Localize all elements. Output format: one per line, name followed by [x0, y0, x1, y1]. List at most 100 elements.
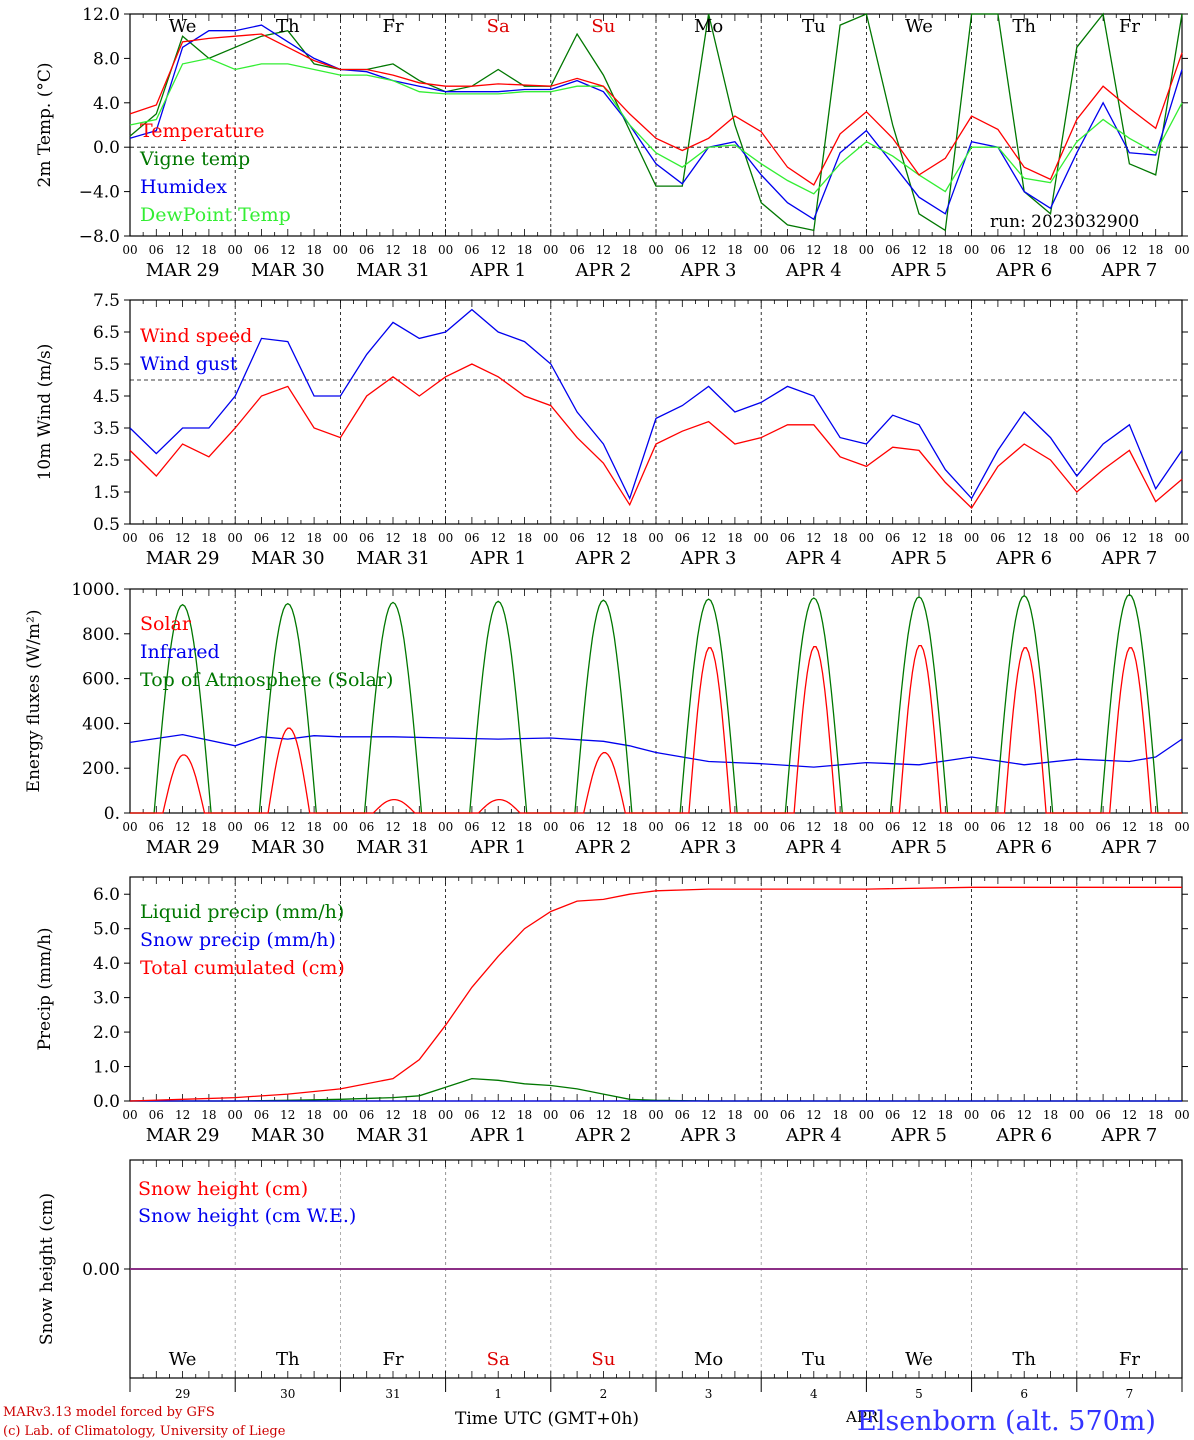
day-number-label: 4	[810, 1387, 818, 1401]
weekday-label-bottom: Tu	[802, 1349, 826, 1370]
hour-label: 00	[543, 820, 558, 834]
date-label: APR 1	[469, 837, 526, 858]
y-tick-label: 800.	[82, 625, 120, 645]
hour-label: 06	[780, 531, 795, 545]
panel-1: 12.0 8.0 4.0 0.0 −4.0 −8.0 2m Temp. (°C) 00 06 12…	[35, 5, 1190, 281]
hour-label: 06	[1095, 1108, 1110, 1122]
date-label: APR 3	[680, 260, 737, 281]
hour-label: 12	[1122, 531, 1137, 545]
hour-label: 12	[175, 1108, 190, 1122]
panel-3: 1000. 800. 600. 400. 200. 0. Energy fluxes (W/…	[24, 580, 1190, 858]
date-label: APR 2	[574, 548, 631, 569]
weekday-label: Fr	[382, 16, 403, 37]
day-number-label: 3	[705, 1387, 713, 1401]
hour-label: 18	[306, 243, 321, 257]
weekday-label: We	[905, 16, 933, 37]
legend-entry: Total cumulated (cm)	[140, 957, 345, 979]
series-temperature	[129, 33, 1183, 186]
hour-label: 00	[1174, 820, 1189, 834]
date-label: APR 5	[890, 260, 947, 281]
hour-label: 18	[306, 531, 321, 545]
weekday-label-bottom: Sa	[487, 1349, 510, 1370]
legend-entry: Liquid precip (mm/h)	[140, 901, 344, 923]
hour-label: 18	[201, 1108, 216, 1122]
hour-label: 00	[333, 1108, 348, 1122]
day-number-label: 6	[1020, 1387, 1028, 1401]
weekday-label-bottom: Su	[591, 1349, 615, 1370]
hour-label: 00	[1069, 531, 1084, 545]
legend-entry: DewPoint Temp	[140, 204, 291, 226]
hour-label: 00	[122, 1108, 137, 1122]
hour-label: 12	[701, 243, 716, 257]
hour-label: 12	[175, 243, 190, 257]
hour-label: 12	[1017, 820, 1032, 834]
legend-entry: Wind gust	[140, 353, 238, 375]
hour-label: 00	[1174, 243, 1189, 257]
hour-label: 00	[648, 820, 663, 834]
weekday-label: Fr	[1119, 16, 1140, 37]
hour-label: 12	[1122, 1108, 1137, 1122]
date-label: MAR 31	[356, 260, 430, 281]
date-label: APR 5	[890, 1125, 947, 1146]
weekday-label: Tu	[802, 16, 826, 37]
weekday-label: Su	[591, 16, 615, 37]
y-axis-title: Energy fluxes (W/m²)	[24, 610, 44, 793]
hour-label: 06	[990, 1108, 1005, 1122]
y-tick-label: 400.	[82, 714, 120, 734]
x-axis-title: Time UTC (GMT+0h)	[455, 1409, 639, 1429]
hour-label: 06	[464, 1108, 479, 1122]
date-label: APR 3	[680, 1125, 737, 1146]
hour-label: 18	[1043, 531, 1058, 545]
hour-label: 06	[675, 243, 690, 257]
weekday-label-bottom: Fr	[1119, 1349, 1140, 1370]
day-number-label: 31	[385, 1387, 400, 1401]
date-label: MAR 30	[251, 260, 325, 281]
hour-label: 12	[1017, 531, 1032, 545]
hour-label: 18	[1148, 820, 1163, 834]
hour-label: 06	[885, 820, 900, 834]
hour-label: 18	[832, 243, 847, 257]
panel-5: 0.00 Snow height (cm) Snow height (cm) Snow…	[37, 1159, 1188, 1379]
hour-label: 06	[464, 243, 479, 257]
weekday-label-bottom: Mo	[694, 1349, 723, 1370]
date-label: MAR 31	[356, 548, 430, 569]
date-label: APR 5	[890, 837, 947, 858]
y-tick-label: −4.0	[79, 183, 120, 203]
legend-entry: Snow height (cm W.E.)	[138, 1205, 356, 1227]
hour-label: 00	[859, 531, 874, 545]
hour-label: 12	[596, 531, 611, 545]
weekday-label-bottom: Th	[1012, 1349, 1036, 1370]
hour-label: 06	[359, 531, 374, 545]
hour-label: 12	[911, 531, 926, 545]
y-axis-title: 2m Temp. (°C)	[35, 62, 55, 187]
hour-label: 18	[1148, 531, 1163, 545]
hour-label: 00	[333, 243, 348, 257]
hour-label: 00	[1069, 1108, 1084, 1122]
date-label: MAR 30	[251, 1125, 325, 1146]
hour-label: 18	[727, 820, 742, 834]
hour-label: 12	[806, 243, 821, 257]
hour-label: 18	[1043, 243, 1058, 257]
hour-label: 18	[517, 531, 532, 545]
hour-label: 12	[385, 531, 400, 545]
hour-label: 00	[228, 820, 243, 834]
day-number-label: 2	[600, 1387, 608, 1401]
hour-label: 18	[832, 1108, 847, 1122]
hour-label: 00	[754, 243, 769, 257]
date-label: APR 2	[574, 837, 631, 858]
hour-label: 18	[938, 243, 953, 257]
series-infrared	[129, 733, 1183, 768]
hour-label: 12	[175, 531, 190, 545]
weekday-label-bottom: Fr	[382, 1349, 403, 1370]
hour-label: 00	[859, 820, 874, 834]
hour-label: 06	[675, 1108, 690, 1122]
legend-entry: Temperature	[140, 120, 264, 142]
date-label: APR 5	[890, 548, 947, 569]
hour-label: 00	[1069, 820, 1084, 834]
legend-entry: Infrared	[140, 641, 220, 663]
overlap-label: APR	[845, 1408, 879, 1426]
weekday-label: Th	[1012, 16, 1036, 37]
y-axis-title: 10m Wind (m/s)	[35, 344, 55, 481]
hour-label: 00	[228, 1108, 243, 1122]
